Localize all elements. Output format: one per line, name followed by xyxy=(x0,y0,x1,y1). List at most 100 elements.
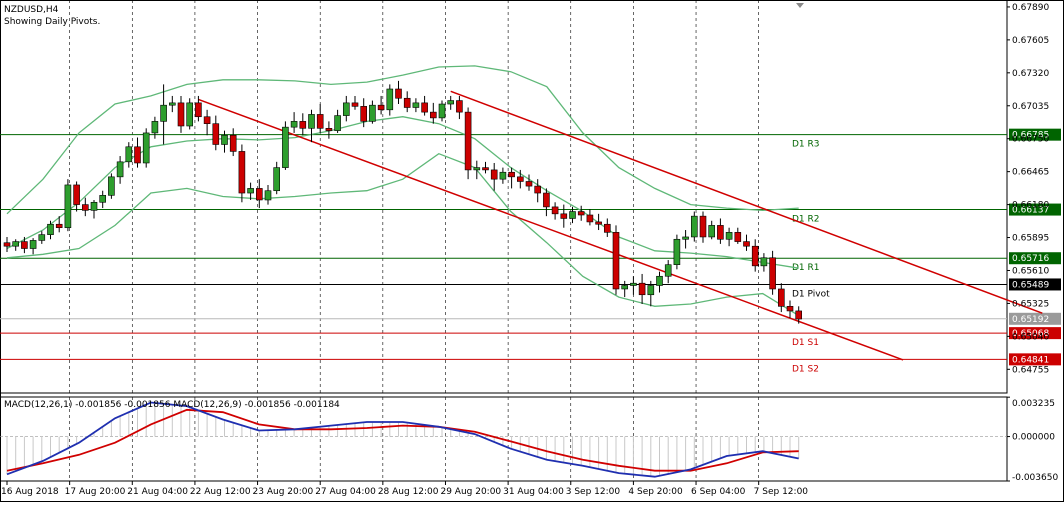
candle-body xyxy=(142,132,150,164)
candle-body xyxy=(3,242,11,247)
price-tick-label: 0.66180 xyxy=(1012,201,1049,211)
candle-body xyxy=(595,221,602,225)
shift-marker-icon[interactable] xyxy=(796,3,804,8)
candle-body xyxy=(725,232,733,240)
time-tick-label: 17 Aug 20:00 xyxy=(65,487,126,497)
candle-body xyxy=(151,121,159,134)
time-tick-label: 22 Aug 12:00 xyxy=(190,487,251,497)
candle-body xyxy=(351,102,359,107)
candle-body xyxy=(325,128,333,131)
candle-body xyxy=(342,102,350,116)
candle-body xyxy=(108,176,115,196)
candle-body xyxy=(186,102,193,127)
candle-body xyxy=(221,134,228,145)
price-tick-label: 0.67605 xyxy=(1012,36,1049,46)
candle-body xyxy=(308,114,315,129)
pivot-price-label: 0.66785 xyxy=(1012,131,1049,141)
candle-body xyxy=(551,206,559,215)
candle-body xyxy=(386,88,394,111)
candle-body xyxy=(717,225,724,240)
symbol-label: NZDUSD,H4 xyxy=(4,5,59,15)
candle-body xyxy=(482,167,489,171)
candle-body xyxy=(612,232,620,290)
candle-body xyxy=(760,257,768,267)
candle-body xyxy=(255,188,263,201)
candle-body xyxy=(734,232,742,242)
price-tick-label: 0.66750 xyxy=(1012,135,1049,145)
candle-body xyxy=(134,146,141,164)
price-tick-label: 0.65325 xyxy=(1012,299,1049,309)
bollinger-lower xyxy=(6,152,800,317)
candle-body xyxy=(525,181,533,187)
price-tick-label: 0.67890 xyxy=(1012,3,1049,13)
candle-body xyxy=(299,121,307,129)
bollinger-upper xyxy=(6,65,799,215)
candle-body xyxy=(264,190,272,201)
candle-body xyxy=(38,234,46,241)
candle-body xyxy=(682,236,689,240)
candle-body xyxy=(316,114,324,129)
pivot-price-badge xyxy=(1009,278,1061,291)
price-tick-label: 0.65610 xyxy=(1012,266,1049,276)
candle-body xyxy=(690,215,698,238)
pivot-lines: D1 R3 0.66785 D1 R2 0.66137 D1 R1 0.65716 D1 P… xyxy=(0,128,1061,374)
candle-body xyxy=(360,106,368,122)
pivot-price-label: 0.65489 xyxy=(1012,280,1049,290)
candle-body xyxy=(429,111,437,119)
macd-tick-label: 0.000000 xyxy=(1012,433,1055,443)
time-axis: 16 Aug 2018 17 Aug 20:00 21 Aug 04:00 22 Au… xyxy=(1,481,808,497)
time-tick-label: 27 Aug 04:00 xyxy=(315,487,376,497)
candle-body xyxy=(212,123,220,145)
candle-body xyxy=(516,176,524,182)
price-tick-label: 0.65040 xyxy=(1012,332,1049,342)
pivot-price-label: 0.65068 xyxy=(1012,329,1049,339)
candle-body xyxy=(47,223,54,235)
pivot-name: D1 Pivot xyxy=(792,289,830,299)
macd-label: MACD(12,26,1) -0.001856 -0.001856 MACD(1… xyxy=(4,400,340,410)
candle-body xyxy=(499,171,507,180)
candle-body xyxy=(673,238,681,265)
candle-body xyxy=(369,104,376,122)
time-tick-label: 23 Aug 20:00 xyxy=(253,487,314,497)
candle-body xyxy=(195,102,202,118)
candle-body xyxy=(334,115,341,131)
time-tick-label: 29 Aug 20:00 xyxy=(440,487,501,497)
candle-body xyxy=(473,167,481,171)
pivot-name: D1 S1 xyxy=(792,338,819,348)
candle-body xyxy=(490,169,498,180)
pivot-price-badge xyxy=(1009,252,1061,265)
candle-body xyxy=(412,102,420,108)
candle-body xyxy=(160,104,167,122)
candle-body xyxy=(508,171,515,178)
candle-body xyxy=(603,223,611,233)
trend-channels xyxy=(198,90,1043,361)
candle-body xyxy=(656,275,663,286)
candle-body xyxy=(73,184,80,205)
candle-body xyxy=(569,211,576,219)
pivot-name: D1 R2 xyxy=(792,215,820,225)
time-tick-label: 31 Aug 04:00 xyxy=(503,487,564,497)
pivot-price-label: 0.64841 xyxy=(1012,355,1049,365)
pivot-price-badge xyxy=(1009,128,1061,141)
candle-body xyxy=(82,204,89,211)
time-tick-label: 28 Aug 12:00 xyxy=(378,487,439,497)
candle-body xyxy=(273,167,281,192)
macd-signal-line xyxy=(6,408,799,472)
candle-body xyxy=(699,215,707,238)
candle-body xyxy=(229,134,237,152)
time-tick-label: 3 Sep 12:00 xyxy=(566,487,621,497)
price-tick-label: 0.66465 xyxy=(1012,168,1049,178)
candle-body xyxy=(630,282,637,286)
macd-tick-label: 0.003235 xyxy=(1012,399,1055,409)
candle-body xyxy=(560,213,568,219)
candle-body xyxy=(638,282,646,296)
price-tick-label: 0.67320 xyxy=(1012,69,1049,79)
candle-body xyxy=(403,97,411,108)
candle-body xyxy=(282,126,289,168)
candle-body xyxy=(203,116,211,124)
time-tick-label: 21 Aug 04:00 xyxy=(127,487,188,497)
price-tick-label: 0.64755 xyxy=(1012,365,1049,375)
candle-body xyxy=(664,264,672,277)
